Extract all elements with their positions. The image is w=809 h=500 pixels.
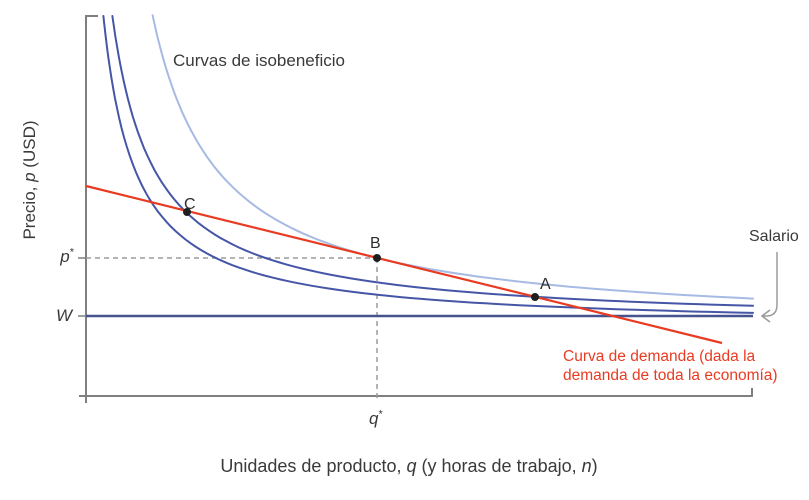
p-star-tick-label: p* [40, 247, 74, 267]
x-axis-label-var-n: n [581, 456, 592, 476]
p-star-sup: * [69, 246, 74, 259]
wage-tick-label: W [56, 306, 73, 325]
p-star-var: p [60, 247, 70, 266]
x-axis-label-text-3: ) [591, 456, 598, 476]
point-label-A: A [540, 276, 551, 293]
demand-curve-annotation: Curva de demanda (dada la demanda de tod… [563, 347, 778, 385]
x-axis-label-var-q: q [406, 456, 417, 476]
q-star-sup: * [378, 408, 383, 421]
x-axis-label-text-2: (y horas de trabajo, [416, 456, 582, 476]
demand-curve-annotation-line2: demanda de toda la economía) [563, 367, 778, 384]
salario-arrow-icon [760, 252, 778, 323]
point-A [531, 293, 539, 301]
demand-curve [85, 184, 723, 345]
isoprofit-curve-mid [111, 15, 754, 307]
x-axis-label-text-1: Unidades de producto, [220, 456, 407, 476]
isoprofit-curves-annotation: Curvas de isobeneficio [173, 51, 345, 70]
isoprofit-curve-low [102, 15, 754, 314]
y-axis-label: Precio, p (USD) [20, 120, 40, 239]
salario-annotation: Salario [749, 228, 799, 245]
point-label-B: B [370, 235, 381, 252]
x-axis-label: Unidades de producto, q (y horas de trab… [220, 456, 597, 477]
q-star-var: q [369, 409, 379, 428]
point-B [373, 254, 381, 262]
q-star-tick-label: q* [369, 409, 383, 429]
point-label-C: C [184, 196, 196, 213]
y-axis-label-unit: (USD) [20, 120, 39, 173]
demand-curve-annotation-line1: Curva de demanda (dada la [563, 348, 756, 365]
point-C [183, 208, 191, 216]
isoprofit-curve-high [151, 14, 754, 300]
y-axis-label-text: Precio, [20, 181, 39, 240]
y-axis-label-var: p [20, 172, 39, 182]
